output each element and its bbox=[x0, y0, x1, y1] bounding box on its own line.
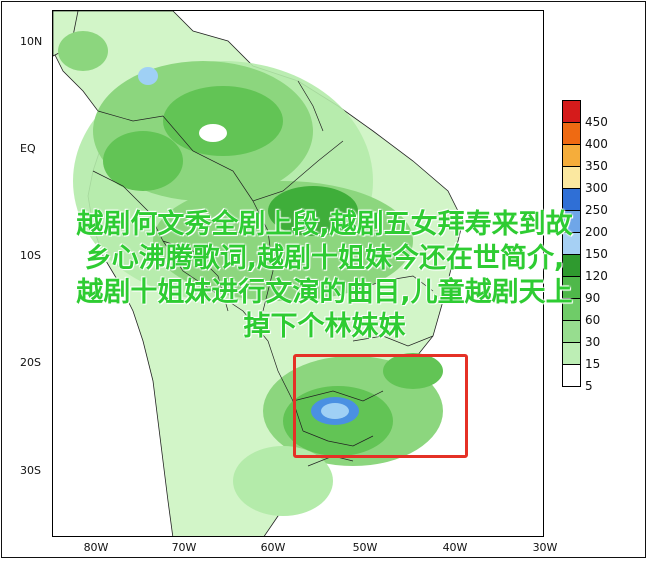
lon-label-50w: 50W bbox=[352, 541, 378, 554]
precip-band-far-south bbox=[233, 446, 333, 516]
overlay-line-3: 越剧十姐妹进行文演的曲目,儿童越剧天上 bbox=[76, 277, 573, 308]
precip-max-north-1 bbox=[199, 124, 227, 142]
overlay-line-2: 乡心沸腾歌词,越剧十姐妹今还在世简介, bbox=[84, 243, 565, 274]
map-canvas bbox=[53, 11, 464, 536]
precip-north-coast bbox=[58, 31, 108, 71]
legend-label-450: 450 bbox=[585, 115, 608, 129]
legend-label-150: 150 bbox=[585, 247, 608, 261]
legend-swatch-15 bbox=[562, 342, 581, 365]
legend-swatch-450 bbox=[562, 100, 581, 123]
highlight-box bbox=[293, 354, 468, 458]
legend-label-15: 15 bbox=[585, 357, 601, 371]
legend-label-120: 120 bbox=[585, 269, 608, 283]
legend-label-30: 30 bbox=[585, 335, 601, 349]
lat-label-eq: EQ bbox=[20, 142, 36, 155]
lat-label-10n: 10N bbox=[20, 35, 43, 48]
overlay-text: 越剧何文秀全剧上段,越剧五女拜寿来到故 乡心沸腾歌词,越剧十姐妹今还在世简介, … bbox=[0, 208, 649, 344]
legend-swatch-350 bbox=[562, 144, 581, 167]
legend-swatch-5 bbox=[562, 364, 581, 387]
lon-label-70w: 70W bbox=[171, 541, 197, 554]
legend-label-350: 350 bbox=[585, 159, 608, 173]
legend-label-250: 250 bbox=[585, 203, 608, 217]
legend-label-60: 60 bbox=[585, 313, 601, 327]
precip-band-southeast bbox=[383, 353, 443, 389]
precipitation-map bbox=[52, 10, 544, 537]
overlay-line-1: 越剧何文秀全剧上段,越剧五女拜寿来到故 bbox=[76, 209, 573, 240]
lon-label-30w: 30W bbox=[532, 541, 558, 554]
legend-label-400: 400 bbox=[585, 137, 608, 151]
lon-label-40w: 40W bbox=[442, 541, 468, 554]
legend-swatch-400 bbox=[562, 122, 581, 145]
precip-band-strong-2 bbox=[103, 131, 183, 191]
legend-label-300: 300 bbox=[585, 181, 608, 195]
lat-label-20s: 20S bbox=[20, 356, 41, 369]
lat-label-10s: 10S bbox=[20, 249, 41, 262]
precip-max-north-2 bbox=[138, 67, 158, 85]
overlay-line-4: 掉下个林妹妹 bbox=[243, 311, 406, 342]
country-borders bbox=[92, 80, 434, 467]
legend-label-200: 200 bbox=[585, 225, 608, 239]
precip-band-strong-1 bbox=[163, 86, 283, 156]
legend-label-5: 5 bbox=[585, 379, 593, 393]
precip-max-south-core bbox=[321, 403, 349, 419]
legend-label-90: 90 bbox=[585, 291, 601, 305]
lon-label-80w: 80W bbox=[83, 541, 109, 554]
lon-label-60w: 60W bbox=[260, 541, 286, 554]
lat-label-30s: 30S bbox=[20, 464, 41, 477]
precip-band-strong-3 bbox=[268, 186, 358, 236]
legend-swatch-300 bbox=[562, 166, 581, 189]
color-legend bbox=[562, 100, 581, 387]
